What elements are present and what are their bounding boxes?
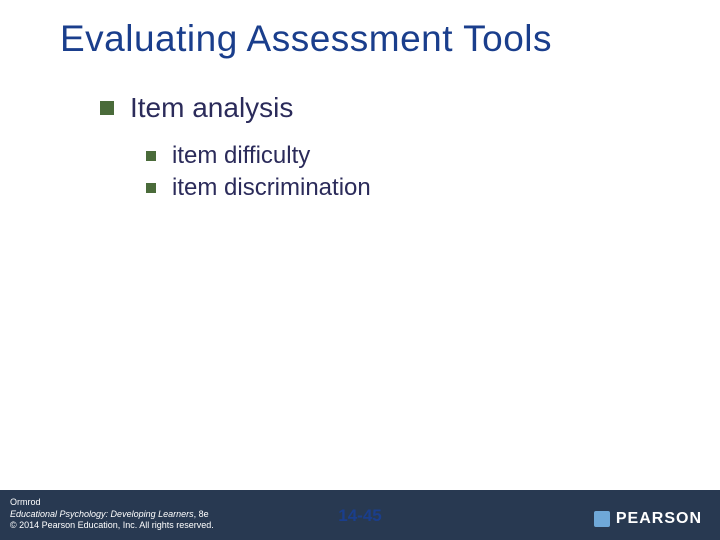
- footer-copyright: © 2014 Pearson Education, Inc. All right…: [10, 520, 214, 532]
- slide-content: Item analysis item difficulty item discr…: [100, 92, 371, 206]
- square-bullet-icon: [100, 101, 114, 115]
- footer-book-line: Educational Psychology: Developing Learn…: [10, 509, 214, 521]
- footer-edition: , 8e: [194, 509, 209, 519]
- footer-book-title: Educational Psychology: Developing Learn…: [10, 509, 194, 519]
- square-bullet-icon: [146, 183, 156, 193]
- bullet-level1: Item analysis: [100, 92, 371, 124]
- level2-group: item difficulty item discrimination: [146, 142, 371, 202]
- level2-text: item discrimination: [172, 174, 371, 202]
- slide: Evaluating Assessment Tools Item analysi…: [0, 0, 720, 540]
- bullet-level2: item discrimination: [146, 174, 371, 202]
- pearson-logo: PEARSON: [594, 510, 702, 528]
- footer-bar: Ormrod Educational Psychology: Developin…: [0, 490, 720, 540]
- square-bullet-icon: [146, 151, 156, 161]
- pearson-mark-icon: [594, 511, 610, 527]
- slide-title: Evaluating Assessment Tools: [60, 18, 552, 60]
- level2-text: item difficulty: [172, 142, 310, 170]
- pearson-brand-text: PEARSON: [616, 510, 702, 528]
- level1-text: Item analysis: [130, 92, 293, 124]
- footer-author: Ormrod: [10, 497, 214, 509]
- bullet-level2: item difficulty: [146, 142, 371, 170]
- footer-citation: Ormrod Educational Psychology: Developin…: [10, 497, 214, 532]
- page-number: 14-45: [338, 506, 381, 526]
